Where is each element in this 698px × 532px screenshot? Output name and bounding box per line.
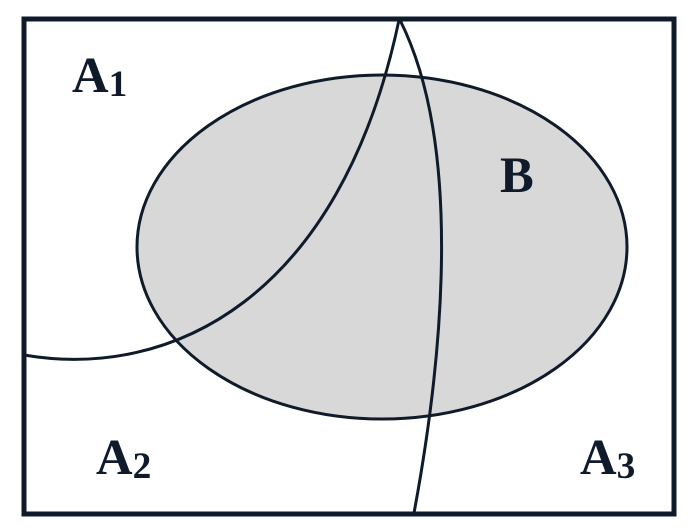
label-a2-sub: 2 xyxy=(133,446,152,487)
label-a2: A2 xyxy=(96,432,151,486)
label-a3: A3 xyxy=(580,432,635,486)
set-b-ellipse xyxy=(137,75,627,419)
label-a1: A1 xyxy=(72,50,127,104)
label-a2-base: A xyxy=(96,429,133,485)
label-a1-base: A xyxy=(72,47,109,103)
label-a3-sub: 3 xyxy=(617,446,636,487)
label-b: B xyxy=(500,150,534,201)
label-b-base: B xyxy=(500,147,534,203)
label-a3-base: A xyxy=(580,429,617,485)
diagram-canvas: A1 A2 A3 B xyxy=(0,0,698,532)
label-a1-sub: 1 xyxy=(109,64,128,105)
